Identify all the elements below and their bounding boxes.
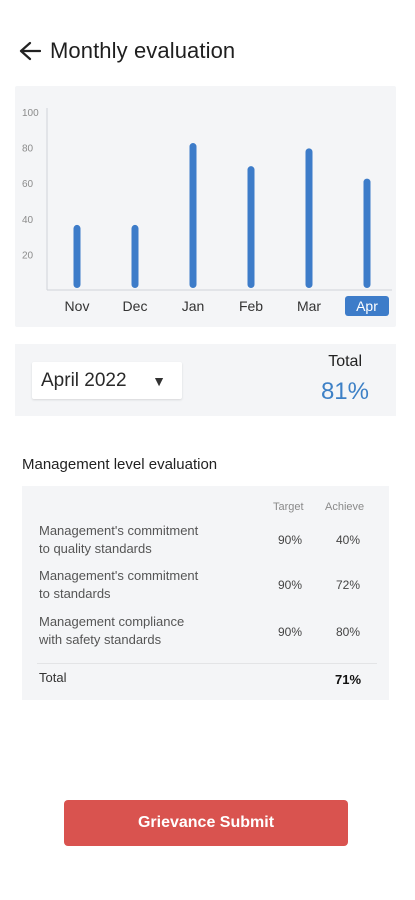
x-tick-label: Dec [123, 298, 148, 314]
x-tick-label: Mar [297, 298, 321, 314]
achieve-cell: 80% [335, 625, 361, 639]
column-header-achieve: Achieve [325, 501, 365, 513]
row-label: Management's commitment to standards [39, 567, 239, 603]
total-row-label: Total [39, 670, 67, 685]
arrow-left-icon[interactable] [18, 39, 42, 63]
column-header-target: Target [273, 501, 304, 513]
target-cell: 90% [277, 578, 303, 592]
chart-bar [73, 224, 81, 288]
y-tick-label: 80 [22, 144, 34, 155]
x-tick-label: Apr [356, 298, 378, 314]
row-label-line: Management compliance [39, 614, 185, 629]
y-tick-label: 40 [22, 215, 34, 226]
y-tick-label: 100 [22, 108, 39, 119]
chart-bar [131, 224, 139, 288]
period-summary: April 2022 ▼ Total 81% [15, 344, 396, 416]
achieve-cell: 72% [335, 578, 361, 592]
page-title: Monthly evaluation [50, 38, 236, 63]
chart-bar [247, 166, 255, 288]
evaluation-table: Target Achieve Management's commitment t… [22, 486, 389, 700]
row-label: Management compliance with safety standa… [39, 613, 239, 649]
row-label-line: to standards [39, 586, 111, 601]
y-tick-label: 20 [22, 250, 34, 261]
achieve-cell: 40% [335, 533, 361, 547]
bar-chart-svg: 20 40 60 80 100 Nov Dec Jan Feb Mar Apr [22, 108, 392, 316]
table-divider [37, 663, 377, 664]
month-dropdown-value: April 2022 [41, 369, 127, 391]
chart-bar [305, 148, 313, 288]
chart-bar [363, 178, 371, 288]
row-label: Management's commitment to quality stand… [39, 522, 239, 558]
x-tick-label: Jan [182, 298, 205, 314]
row-label-line: Management's commitment [39, 568, 199, 583]
grievance-submit-button[interactable]: Grievance Submit [64, 800, 348, 846]
target-cell: 90% [277, 625, 303, 639]
total-label: Total [328, 353, 362, 370]
row-label-line: with safety standards [39, 632, 162, 647]
caret-down-icon: ▼ [152, 373, 166, 389]
row-label-line: Management's commitment [39, 523, 199, 538]
header: Monthly evaluation [18, 36, 235, 66]
total-value: 81% [320, 378, 369, 405]
x-tick-label: Nov [65, 298, 90, 314]
row-label-line: to quality standards [39, 541, 152, 556]
month-dropdown[interactable]: April 2022 ▼ [32, 362, 182, 399]
chart-bar [189, 143, 197, 288]
target-cell: 90% [277, 533, 303, 547]
x-tick-label: Feb [239, 298, 263, 314]
selected-month-highlight [345, 296, 389, 316]
monthly-bar-chart: 20 40 60 80 100 Nov Dec Jan Feb Mar Apr [15, 86, 396, 327]
section-title: Management level evaluation [22, 456, 218, 473]
y-tick-label: 60 [22, 179, 34, 190]
total-row-value: 71% [334, 672, 362, 687]
